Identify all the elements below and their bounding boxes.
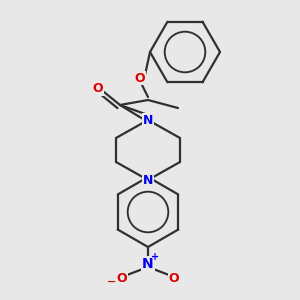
Text: O: O bbox=[169, 272, 179, 284]
Text: O: O bbox=[135, 71, 145, 85]
Text: N: N bbox=[143, 173, 153, 187]
Text: O: O bbox=[117, 272, 127, 284]
Text: +: + bbox=[151, 252, 159, 262]
Text: N: N bbox=[143, 116, 153, 128]
Text: N: N bbox=[142, 257, 154, 271]
Text: O: O bbox=[93, 82, 103, 95]
Text: −: − bbox=[107, 277, 117, 287]
Text: N: N bbox=[143, 113, 153, 127]
